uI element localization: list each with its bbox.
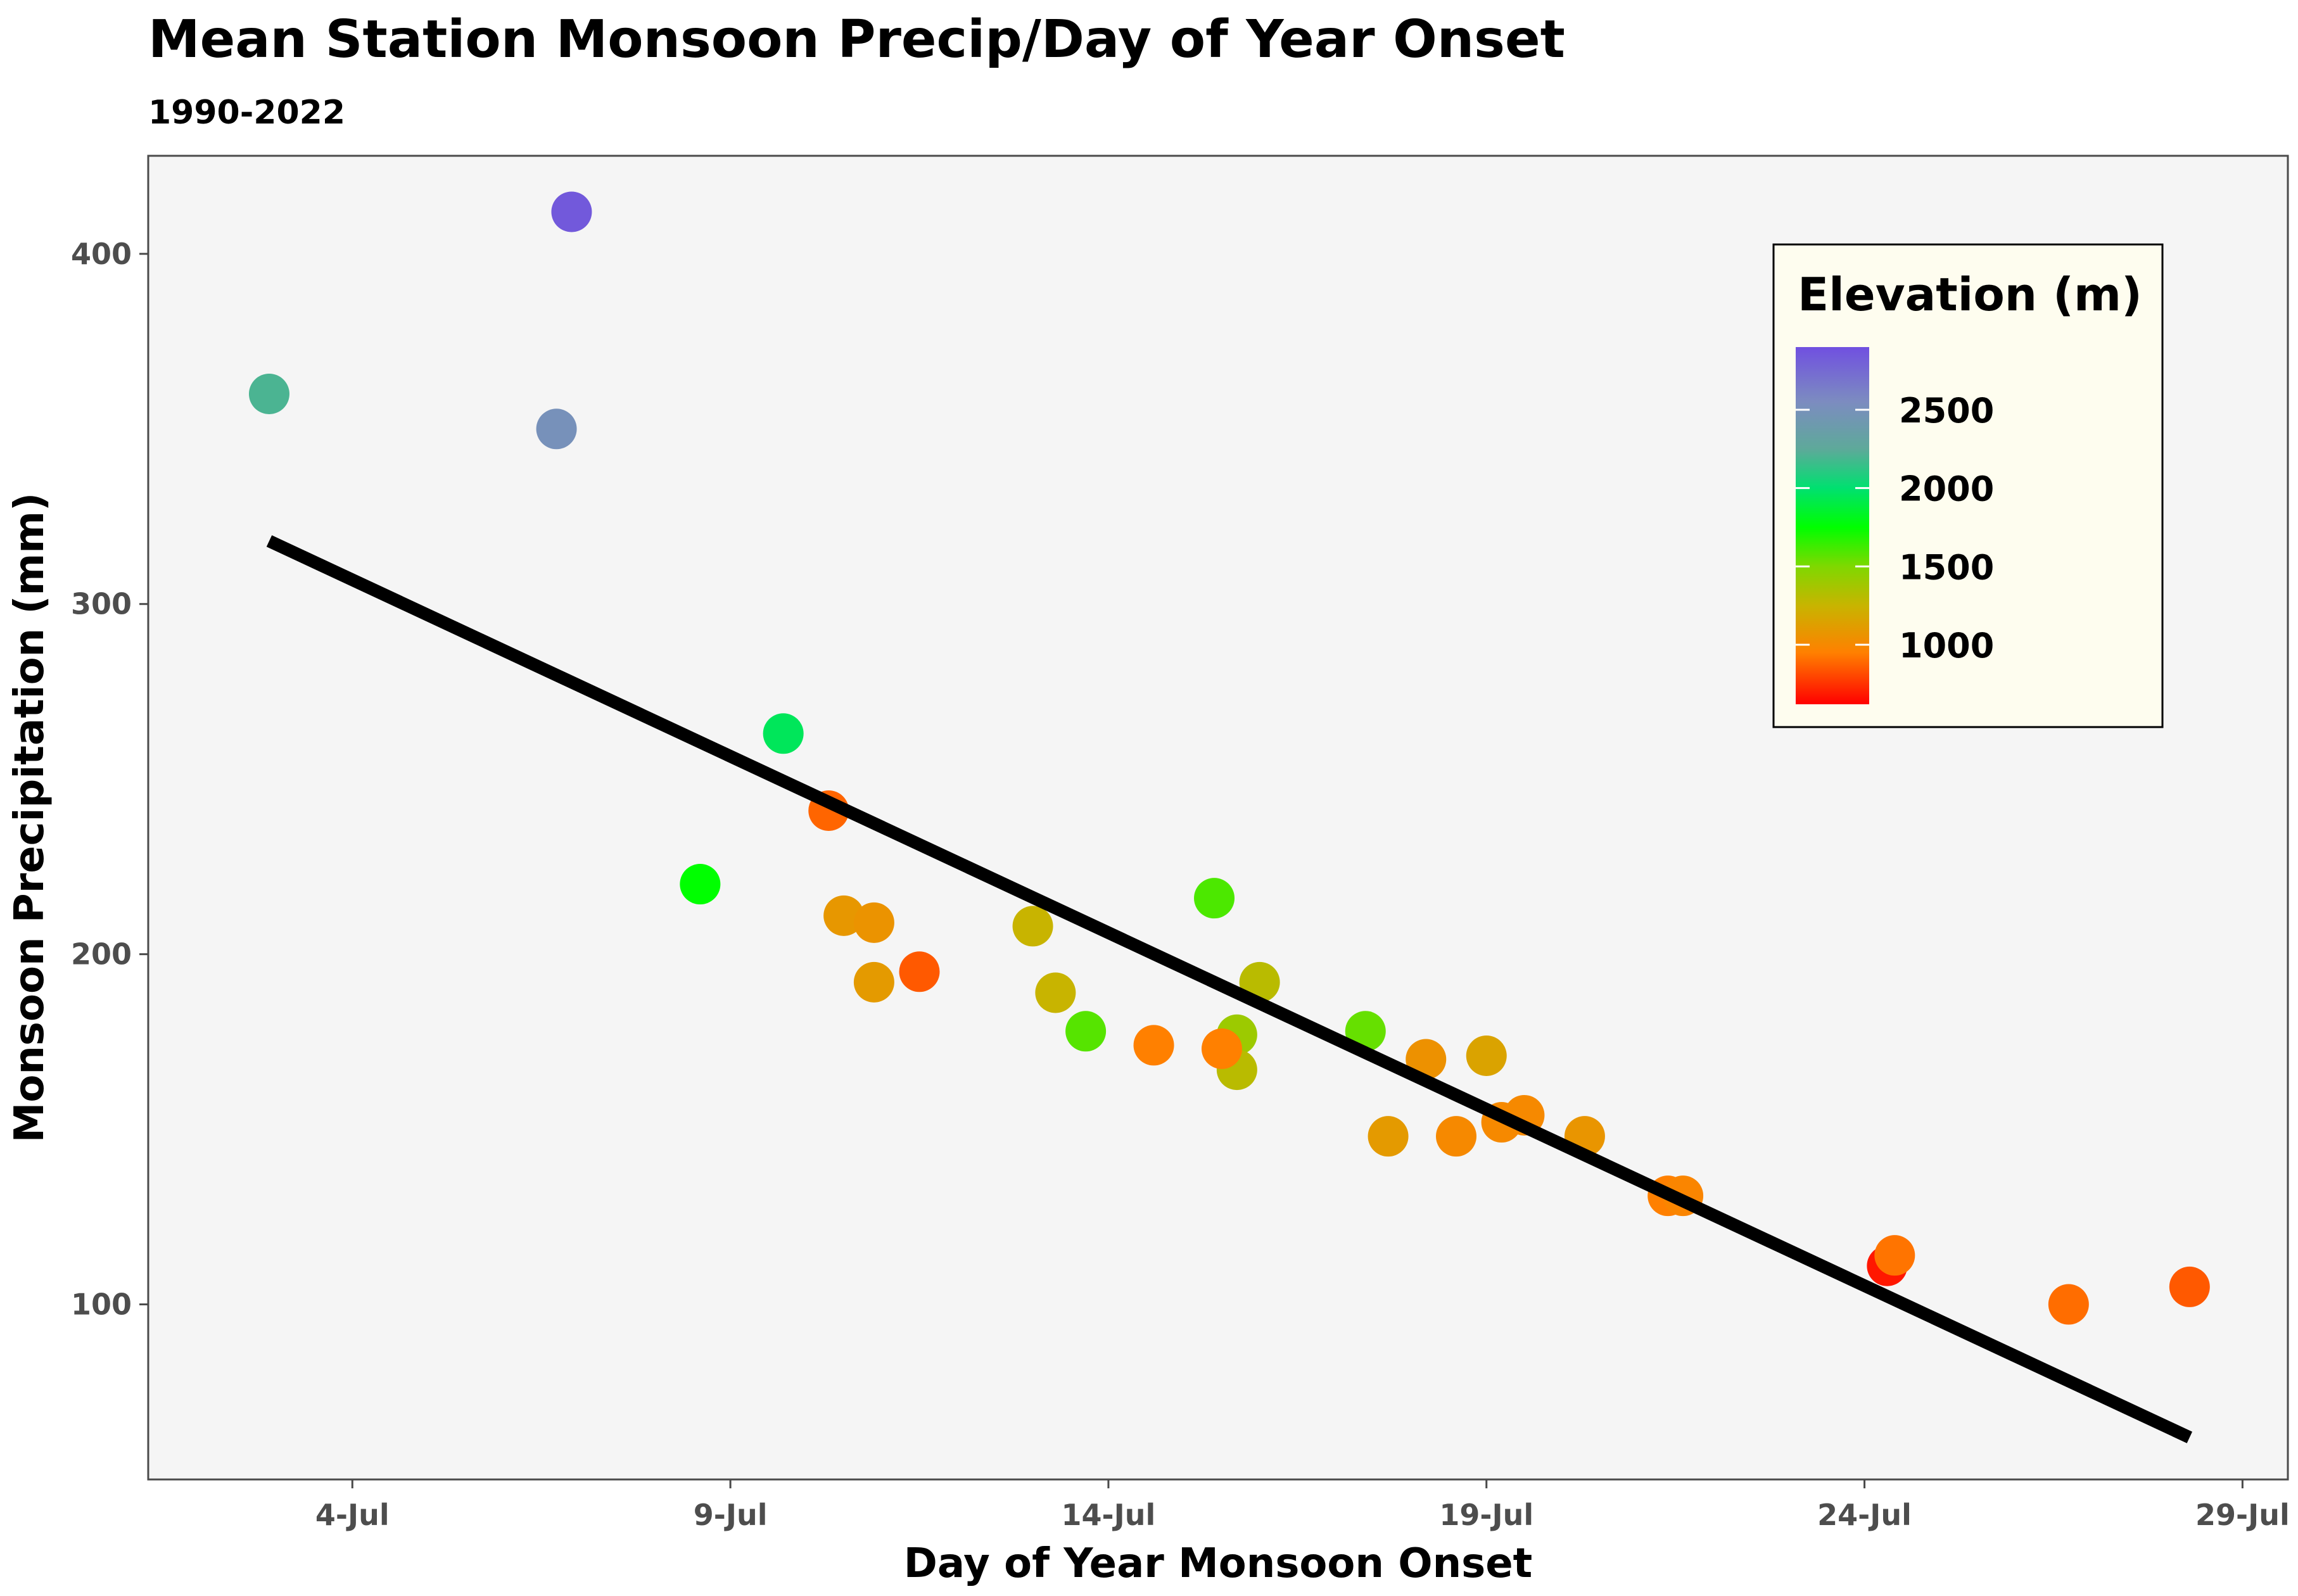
data-point <box>899 951 940 992</box>
legend-color-bar <box>1796 347 1869 704</box>
legend-title: Elevation (m) <box>1798 268 2142 321</box>
data-point <box>1201 1028 1242 1069</box>
data-point <box>853 902 894 943</box>
x-tick-label: 29-Jul <box>2195 1498 2290 1532</box>
data-point <box>248 373 289 414</box>
y-axis-title: Monsoon Precipitation (mm) <box>6 493 53 1143</box>
data-point <box>536 408 577 450</box>
x-tick-label: 24-Jul <box>1817 1498 1912 1532</box>
data-point <box>1133 1025 1174 1066</box>
data-point <box>2048 1284 2089 1325</box>
data-point <box>853 961 894 1003</box>
x-tick-label: 9-Jul <box>694 1498 768 1532</box>
x-tick-label: 19-Jul <box>1439 1498 1533 1532</box>
y-tick-label: 100 <box>71 1288 132 1322</box>
y-axis: 100 200 300 400 <box>71 237 148 1322</box>
y-tick-label: 400 <box>71 237 132 271</box>
legend-break-label: 1000 <box>1899 626 1994 666</box>
data-point <box>1466 1035 1507 1076</box>
data-point <box>1065 1011 1107 1052</box>
y-tick-label: 200 <box>71 937 132 972</box>
data-point <box>823 895 865 936</box>
trend-line <box>266 535 2193 1443</box>
data-point <box>1194 878 1235 919</box>
x-axis-title: Day of Year Monsoon Onset <box>904 1540 1533 1587</box>
legend-break-label: 2500 <box>1899 391 1994 431</box>
legend-breaks: 2500 2000 1500 1000 <box>1796 391 1994 666</box>
legend: Elevation (m) 2500 2000 1500 1000 <box>1772 243 2164 728</box>
x-axis: 4-Jul 9-Jul 14-Jul 19-Jul 24-Jul 29-Jul <box>315 1479 2290 1532</box>
legend-break-label: 1500 <box>1899 547 1994 587</box>
data-point <box>1435 1116 1476 1157</box>
data-point <box>1368 1116 1409 1157</box>
y-tick-label: 300 <box>71 587 132 621</box>
data-point <box>1035 972 1076 1013</box>
data-point <box>551 191 592 232</box>
legend-break-label: 2000 <box>1899 469 1994 509</box>
chart-subtitle: 1990-2022 <box>148 94 345 132</box>
data-point <box>763 713 804 754</box>
data-point <box>1874 1235 1915 1276</box>
x-tick-label: 14-Jul <box>1062 1498 1156 1532</box>
data-point <box>1012 906 1053 947</box>
chart-title: Mean Station Monsoon Precip/Day of Year … <box>148 10 1565 70</box>
data-point <box>2169 1266 2210 1307</box>
x-tick-label: 4-Jul <box>315 1498 390 1532</box>
data-point <box>680 864 721 905</box>
